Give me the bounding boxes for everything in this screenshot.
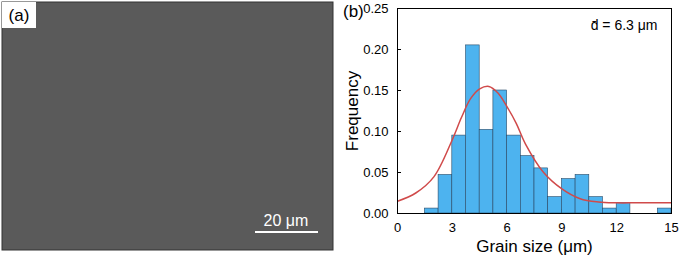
svg-text:0.00: 0.00 — [363, 206, 388, 221]
svg-text:Grain size (μm): Grain size (μm) — [476, 237, 593, 256]
svg-text:0.05: 0.05 — [363, 165, 388, 180]
svg-text:0.15: 0.15 — [363, 83, 388, 98]
svg-text:6: 6 — [503, 220, 510, 235]
svg-text:0: 0 — [394, 220, 401, 235]
svg-text:12: 12 — [609, 220, 623, 235]
svg-text:Frequency: Frequency — [343, 70, 362, 151]
svg-text:20 μm: 20 μm — [264, 212, 309, 229]
svg-text:0.25: 0.25 — [363, 1, 388, 16]
svg-text:d̄ = 6.3 μm: d̄ = 6.3 μm — [591, 17, 658, 33]
svg-text:3: 3 — [449, 220, 456, 235]
svg-text:(a): (a) — [9, 6, 30, 25]
svg-text:15: 15 — [664, 220, 678, 235]
svg-text:9: 9 — [558, 220, 565, 235]
svg-text:0.20: 0.20 — [363, 42, 388, 57]
svg-text:0.10: 0.10 — [363, 124, 388, 139]
html-text:(b): (b) — [343, 2, 364, 21]
